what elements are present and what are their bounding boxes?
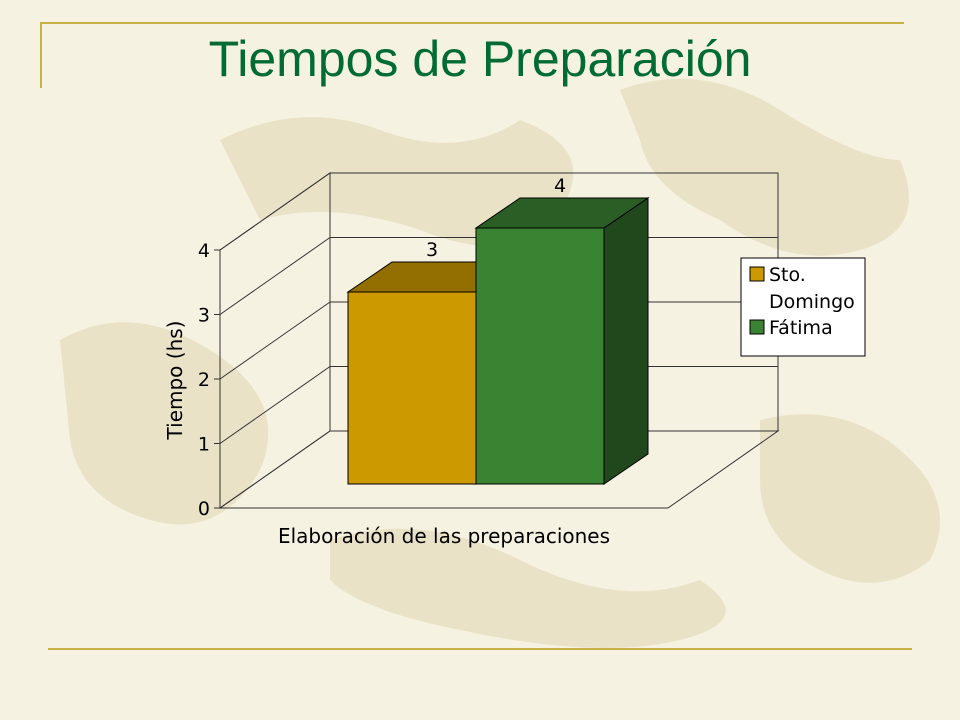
legend-label-0: Sto. Domingo <box>769 264 855 313</box>
y-tick-label: 4 <box>198 240 210 262</box>
gridline-side <box>219 237 331 315</box>
data-label-0: 3 <box>426 239 438 261</box>
gridline-side <box>219 366 331 444</box>
legend-swatch-0 <box>749 266 765 282</box>
gridline-side <box>219 301 331 380</box>
bar-0 <box>347 291 477 485</box>
bar-side-1 <box>603 197 649 485</box>
legend-label-1: Fátima <box>769 317 833 339</box>
floor <box>218 430 780 509</box>
y-axis-label: Tiempo (hs) <box>163 321 187 441</box>
bottom-horizontal-rule <box>48 648 912 650</box>
top-left-vertical-rule <box>40 22 42 88</box>
y-tick-label: 1 <box>198 434 210 456</box>
y-tick-label: 2 <box>198 369 210 391</box>
legend-swatch-1 <box>749 319 765 335</box>
gridline-side <box>219 172 331 251</box>
data-label-1: 4 <box>554 175 566 197</box>
y-tick-label: 3 <box>198 305 210 327</box>
slide-title: Tiempos de Preparación <box>208 31 752 87</box>
top-horizontal-rule <box>40 22 904 24</box>
x-axis-label: Elaboración de las preparaciones <box>278 524 610 548</box>
y-tick-label: 0 <box>198 498 210 520</box>
bar-1 <box>475 227 605 485</box>
